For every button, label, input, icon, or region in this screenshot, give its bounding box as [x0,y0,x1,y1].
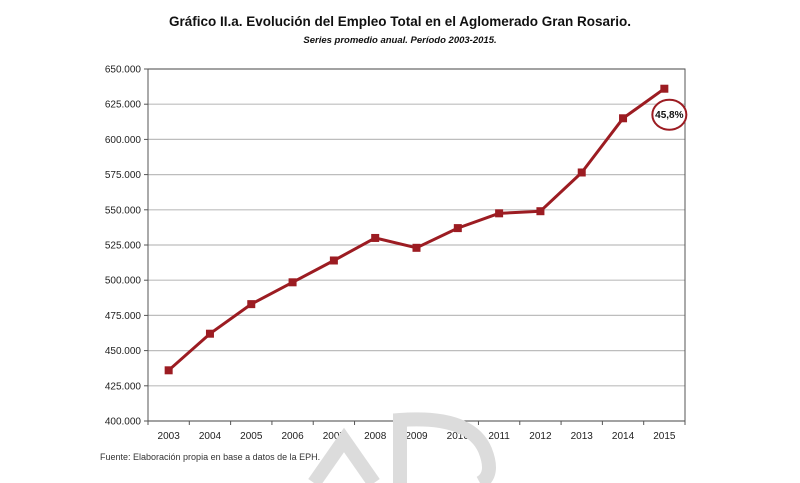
data-point [288,278,297,287]
x-tick-label: 2011 [488,431,510,442]
x-tick-label: 2012 [529,431,552,442]
data-point [205,329,214,338]
y-tick-label: 400.000 [105,417,142,428]
data-point [495,209,504,218]
data-point [619,114,628,123]
x-tick-label: 2008 [364,431,387,442]
data-point [164,366,173,375]
y-tick-label: 500.000 [105,276,142,287]
y-tick-label: 575.000 [105,170,142,181]
source-note: Fuente: Elaboración propia en base a dat… [100,452,321,462]
x-tick-label: 2007 [323,431,346,442]
data-point [371,233,380,242]
chart-title: Gráfico II.a. Evolución del Empleo Total… [168,14,632,29]
x-tick-label: 2014 [612,431,635,442]
data-point [660,84,669,93]
x-tick-label: 2015 [653,431,676,442]
data-point [536,207,545,216]
y-tick-label: 450.000 [105,346,142,357]
data-point [577,168,586,177]
y-tick-label: 425.000 [105,381,142,392]
data-point [329,256,338,265]
annotation-circle [651,98,688,131]
x-tick-label: 2010 [447,431,470,442]
x-tick-label: 2005 [240,431,263,442]
y-tick-label: 625.000 [105,100,142,111]
data-point [453,224,462,233]
x-tick-label: 2004 [199,431,222,442]
x-tick-label: 2013 [571,431,594,442]
chart-subtitle: Series promedio anual. Período 2003-2015… [303,35,497,46]
y-tick-label: 475.000 [105,311,142,322]
data-point [412,243,421,252]
data-point [247,300,256,309]
y-tick-label: 525.000 [105,241,142,252]
x-tick-label: 2009 [405,431,428,442]
y-tick-label: 650.000 [105,65,142,76]
x-tick-label: 2006 [281,431,304,442]
y-tick-label: 600.000 [105,135,142,146]
annotations: 45,8% [651,98,688,131]
x-tick-label: 2003 [158,431,181,442]
annotation-label: 45,8% [655,110,683,121]
series-line [164,84,669,375]
y-tick-label: 550.000 [105,205,142,216]
series-line-path [167,87,666,372]
